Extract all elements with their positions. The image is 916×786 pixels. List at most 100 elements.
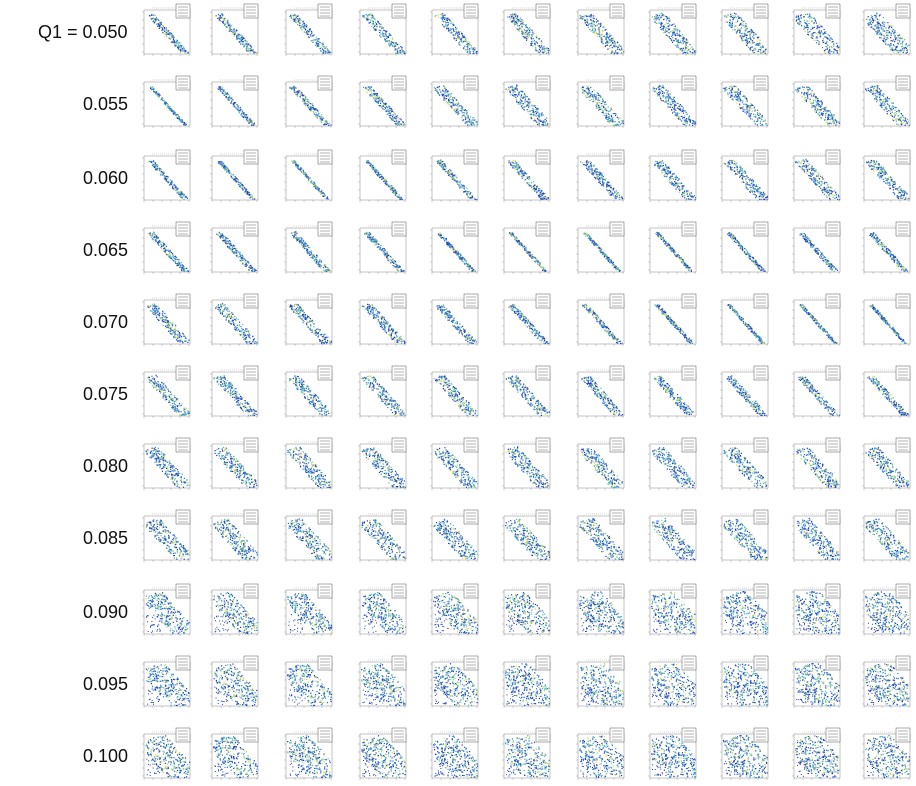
density-point	[664, 15, 665, 16]
density-point	[601, 108, 602, 109]
density-point	[456, 109, 457, 110]
density-point	[672, 30, 673, 31]
density-point	[732, 89, 733, 90]
density-point	[220, 90, 221, 91]
density-point	[373, 97, 374, 98]
density-point	[758, 37, 759, 38]
density-point	[815, 20, 816, 21]
density-point	[739, 98, 740, 99]
density-point	[878, 25, 879, 26]
density-point	[302, 94, 303, 95]
density-point	[895, 39, 896, 40]
density-point	[377, 97, 378, 98]
density-point	[168, 38, 169, 39]
density-point	[327, 48, 328, 49]
density-point	[892, 50, 893, 51]
density-point	[879, 97, 880, 98]
density-point	[153, 161, 154, 162]
density-point	[871, 21, 872, 22]
density-point	[301, 26, 302, 27]
density-point	[746, 37, 747, 38]
density-point	[178, 48, 179, 49]
density-point	[292, 87, 293, 88]
density-point	[175, 112, 176, 113]
legend-box	[610, 4, 624, 18]
density-panel-0.055-2	[208, 76, 266, 134]
density-point	[813, 100, 814, 101]
density-point	[368, 14, 369, 15]
density-point	[295, 15, 296, 16]
density-point	[438, 17, 439, 18]
density-point	[537, 124, 538, 125]
density-point	[894, 41, 895, 42]
density-point	[695, 122, 696, 123]
density-point	[518, 93, 519, 94]
density-point	[686, 43, 687, 44]
density-point	[872, 22, 873, 23]
density-point	[234, 28, 235, 29]
density-point	[242, 39, 243, 40]
density-point	[825, 37, 826, 38]
density-point	[883, 17, 884, 18]
density-point	[893, 108, 894, 109]
density-point	[150, 87, 151, 88]
density-point	[385, 40, 386, 41]
density-point	[890, 113, 891, 114]
density-point	[901, 124, 902, 125]
density-point	[370, 20, 371, 21]
density-point	[615, 44, 616, 45]
density-point	[582, 16, 583, 17]
density-point	[512, 14, 513, 15]
density-point	[536, 41, 537, 42]
density-point	[379, 35, 380, 36]
density-point	[592, 27, 593, 28]
density-point	[545, 119, 546, 120]
density-point	[370, 90, 371, 91]
density-point	[255, 52, 256, 53]
density-point	[449, 98, 450, 99]
density-point	[875, 97, 876, 98]
density-point	[455, 38, 456, 39]
density-point	[816, 42, 817, 43]
density-point	[596, 96, 597, 97]
density-point	[888, 25, 889, 26]
density-point	[531, 117, 532, 118]
density-panel-0.055-11	[860, 76, 916, 134]
density-point	[231, 101, 232, 102]
density-point	[894, 32, 895, 33]
density-point	[166, 181, 167, 182]
density-point	[729, 22, 730, 23]
density-point	[311, 32, 312, 33]
density-point	[304, 102, 305, 103]
density-point	[249, 119, 250, 120]
density-point	[675, 45, 676, 46]
density-point	[184, 123, 185, 124]
density-point	[231, 102, 232, 103]
density-point	[373, 18, 374, 19]
density-point	[899, 37, 900, 38]
density-point	[159, 28, 160, 29]
density-point	[902, 38, 903, 39]
density-point	[662, 15, 663, 16]
density-point	[741, 33, 742, 34]
density-point	[379, 99, 380, 100]
density-point	[376, 24, 377, 25]
density-point	[521, 106, 522, 107]
density-point	[892, 48, 893, 49]
density-point	[683, 53, 684, 54]
density-point	[518, 103, 519, 104]
density-point	[656, 23, 657, 24]
density-point	[237, 106, 238, 107]
density-point	[395, 52, 396, 53]
density-point	[164, 28, 165, 29]
density-point	[324, 121, 325, 122]
density-point	[224, 95, 225, 96]
density-point	[872, 16, 873, 17]
density-point	[809, 14, 810, 15]
density-point	[323, 44, 324, 45]
density-point	[814, 27, 815, 28]
density-point	[395, 121, 396, 122]
density-point	[538, 120, 539, 121]
density-point	[526, 101, 527, 102]
density-point	[677, 108, 678, 109]
